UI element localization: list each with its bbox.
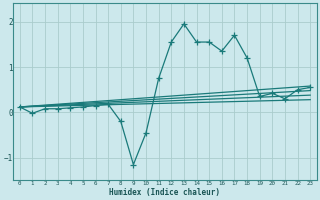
X-axis label: Humidex (Indice chaleur): Humidex (Indice chaleur) (109, 188, 220, 197)
